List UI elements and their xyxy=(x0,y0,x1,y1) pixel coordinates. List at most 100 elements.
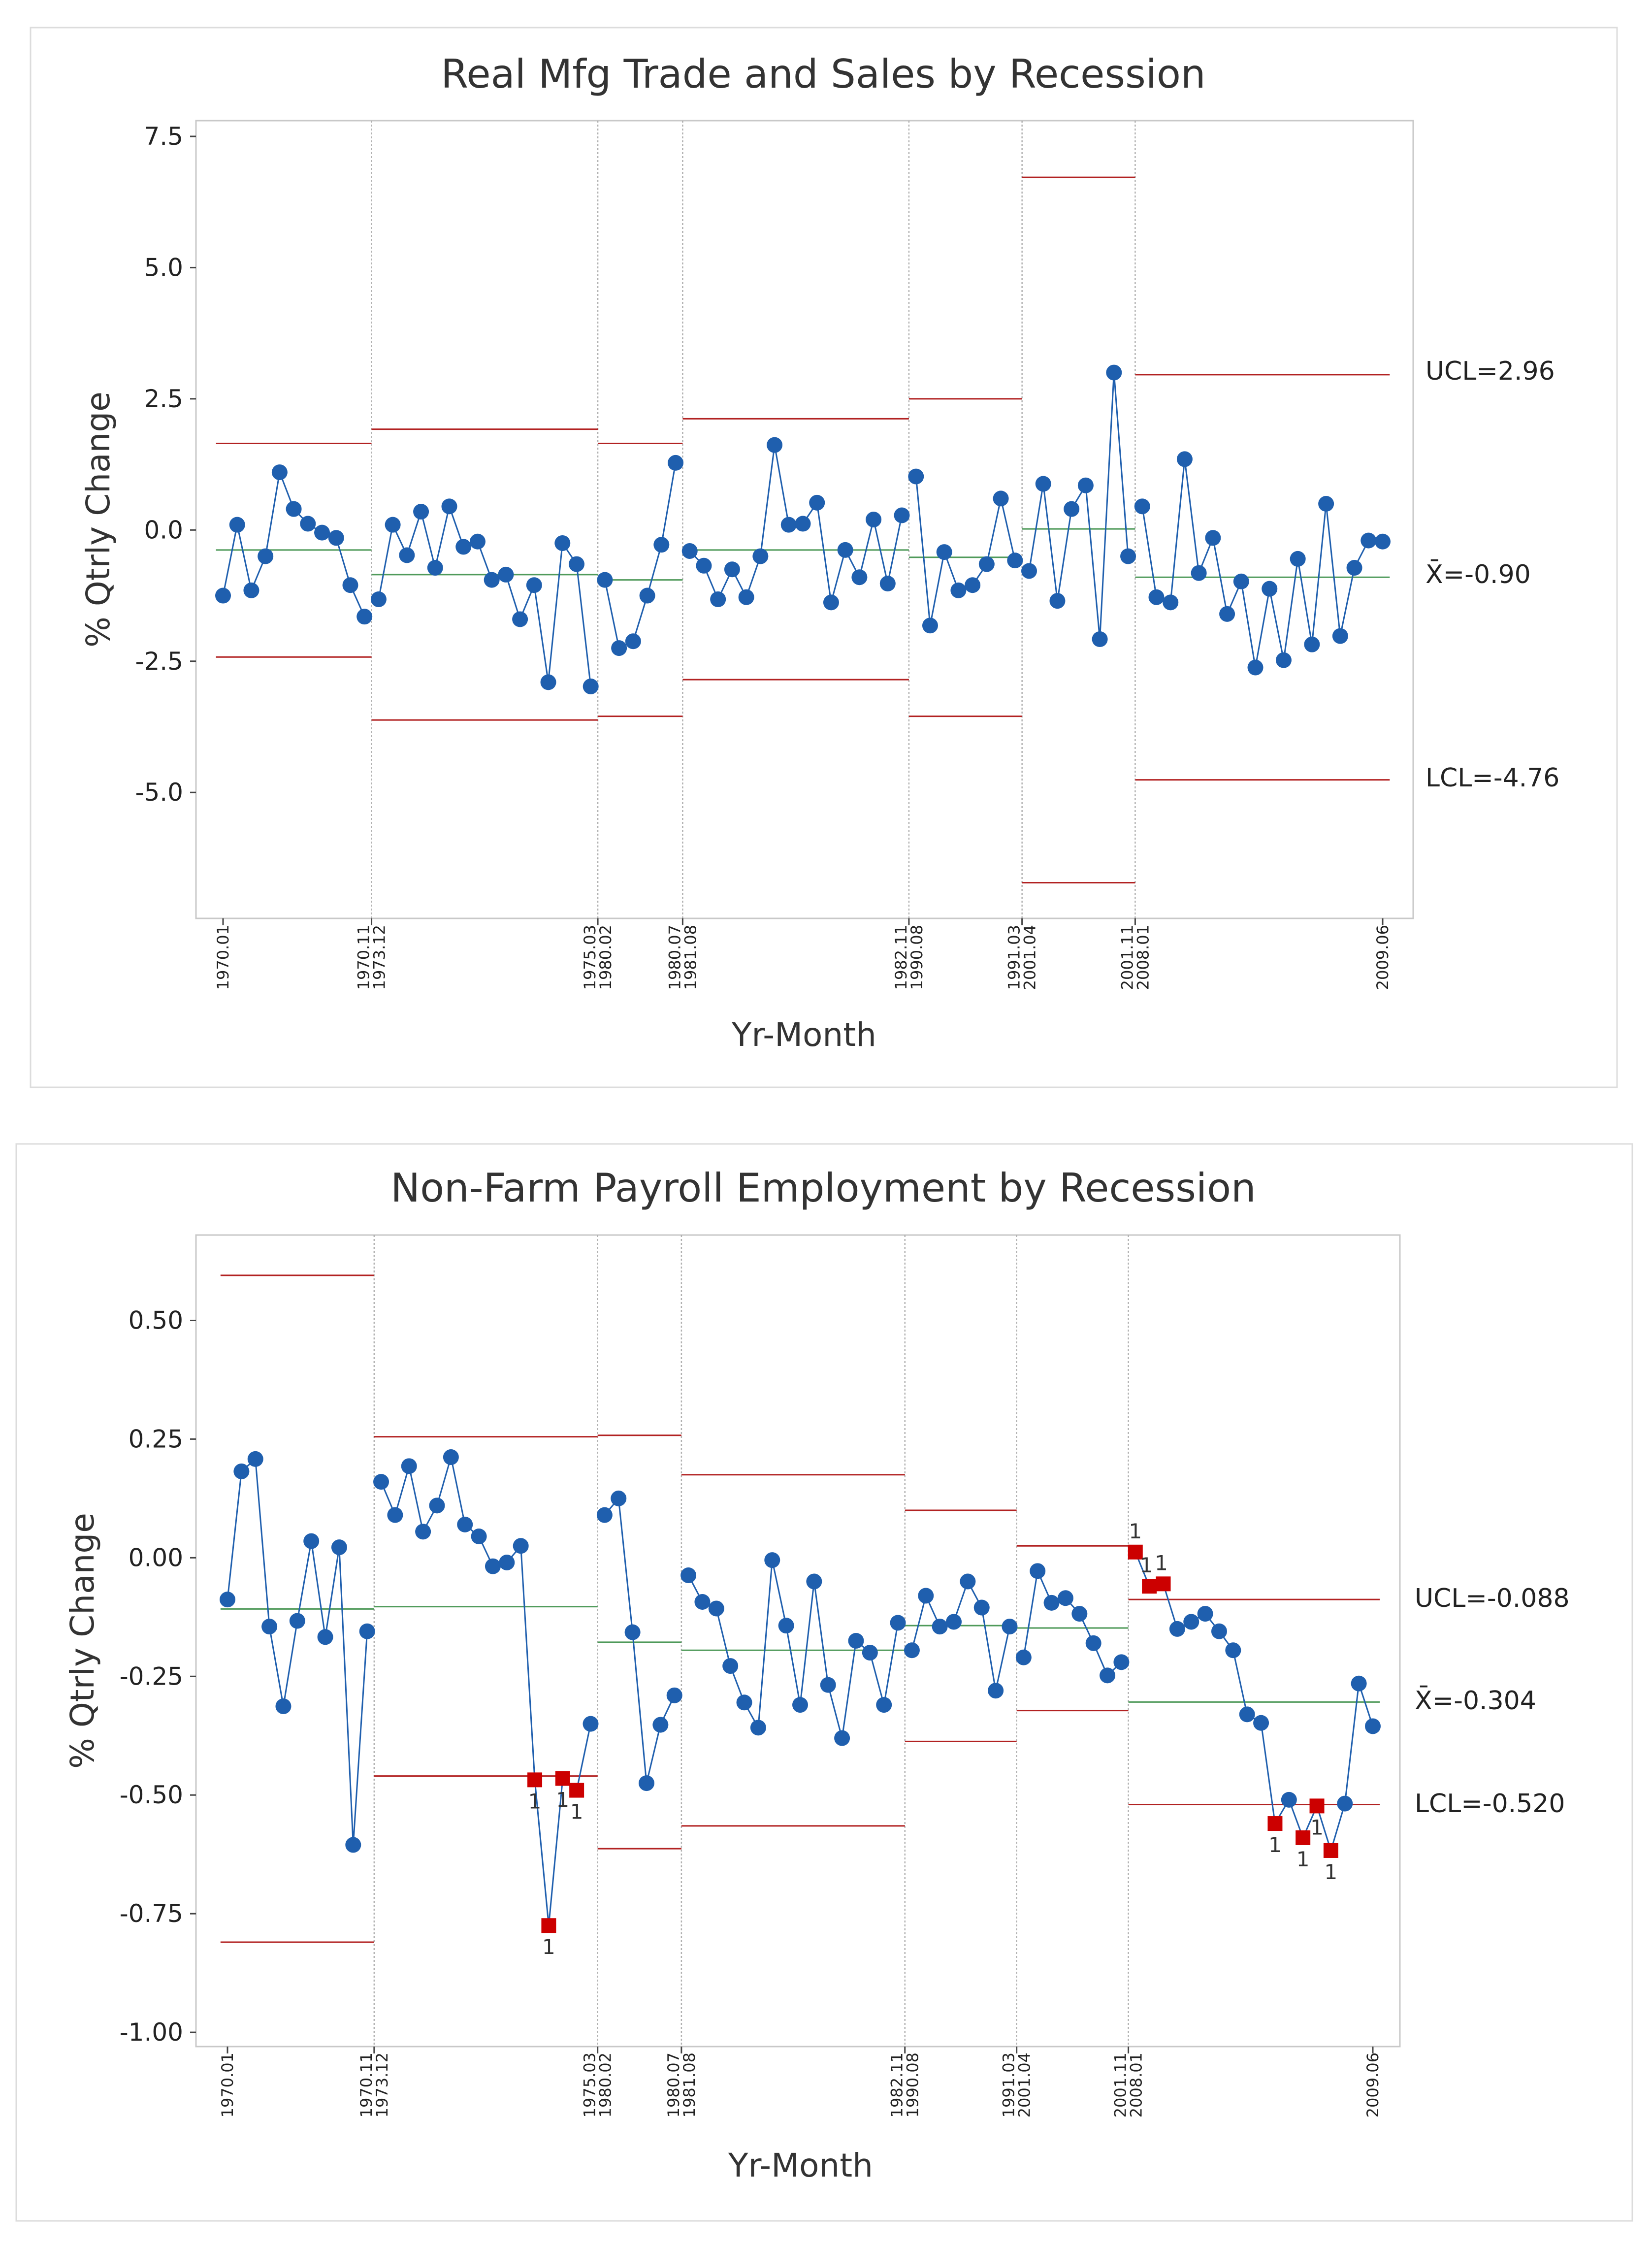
x-tick-label: 1975.03 xyxy=(581,925,599,990)
data-point xyxy=(724,561,740,578)
y-tick-label: 5.0 xyxy=(144,253,183,282)
data-point xyxy=(624,1624,641,1640)
data-point xyxy=(1134,498,1150,515)
data-point xyxy=(427,560,443,576)
x-axis-label: Yr-Month xyxy=(731,1016,876,1054)
flag-label: 1 xyxy=(1325,1860,1338,1884)
data-point xyxy=(823,594,839,611)
mean-label: X̄=-0.90 xyxy=(1425,559,1531,589)
data-point xyxy=(1100,1667,1116,1684)
x-tick-label: 1991.03 xyxy=(1005,925,1024,990)
data-point xyxy=(1318,496,1334,512)
data-point xyxy=(764,1552,780,1568)
data-point xyxy=(469,533,486,550)
flag-label: 1 xyxy=(570,1800,583,1824)
data-point xyxy=(876,1697,892,1713)
data-point xyxy=(289,1613,305,1629)
data-point xyxy=(973,1599,990,1616)
data-point xyxy=(485,1558,501,1574)
data-point xyxy=(1197,1606,1213,1622)
data-point xyxy=(894,507,910,523)
data-point xyxy=(215,587,231,604)
data-point xyxy=(359,1623,375,1639)
x-tick-label: 1980.02 xyxy=(596,2052,615,2117)
data-point xyxy=(792,1697,808,1713)
data-point xyxy=(415,1524,431,1540)
data-point xyxy=(652,1717,669,1733)
data-point xyxy=(1043,1595,1060,1611)
flagged-point xyxy=(1142,1579,1157,1594)
y-tick-label: -5.0 xyxy=(135,778,183,807)
data-point xyxy=(936,544,952,560)
data-point xyxy=(370,591,387,607)
data-point xyxy=(499,1554,515,1570)
data-point xyxy=(778,1618,794,1634)
data-point xyxy=(1176,451,1193,467)
data-point xyxy=(401,1458,417,1474)
data-point xyxy=(243,582,259,598)
data-point xyxy=(399,547,415,563)
data-point xyxy=(1233,573,1249,589)
y-tick-label: -2.5 xyxy=(135,647,183,676)
data-point xyxy=(1346,560,1362,576)
x-tick-label: 2001.11 xyxy=(1118,925,1136,990)
data-point xyxy=(220,1592,235,1608)
data-point xyxy=(303,1533,320,1549)
series-line xyxy=(1141,459,1383,668)
data-point xyxy=(611,640,627,656)
x-tick-label: 1973.12 xyxy=(370,925,389,990)
x-tick-label: 1991.03 xyxy=(1000,2052,1018,2117)
data-point xyxy=(1077,477,1094,493)
data-point xyxy=(317,1629,333,1645)
x-axis-label: Yr-Month xyxy=(728,2147,873,2184)
data-point xyxy=(314,524,330,541)
y-tick-label: -1.00 xyxy=(120,2018,183,2047)
lcl-label: LCL=-0.520 xyxy=(1415,1789,1565,1819)
flag-label: 1 xyxy=(1310,1815,1324,1839)
data-point xyxy=(1007,553,1023,569)
flagged-point xyxy=(569,1783,584,1798)
y-axis-label: % Qtrly Change xyxy=(64,1513,101,1769)
data-point xyxy=(1351,1675,1367,1692)
data-point xyxy=(1191,565,1207,581)
data-point xyxy=(639,587,655,604)
data-point xyxy=(1262,581,1278,597)
data-point xyxy=(455,539,472,555)
y-tick-label: -0.25 xyxy=(120,1662,183,1691)
flag-label: 1 xyxy=(1129,1519,1142,1543)
data-point xyxy=(484,572,500,588)
data-point xyxy=(271,464,288,481)
plot-area: 0.50 0.25 0.00 -0.25 -0.50 -0.75 -1.00 1970.01 1… xyxy=(120,1235,1382,2117)
data-point xyxy=(373,1474,389,1490)
data-point xyxy=(1030,1563,1046,1579)
data-point xyxy=(568,556,584,572)
data-point xyxy=(950,582,967,598)
data-point xyxy=(1085,1635,1101,1651)
flagged-point xyxy=(555,1771,570,1786)
plot-area: 7.5 5.0 2.5 0.0 -2.5 -5.0 1970.01 1970.111973.1… xyxy=(135,121,1392,990)
x-tick-label: 1980.02 xyxy=(596,925,615,990)
data-point xyxy=(611,1490,627,1506)
flag-label: 1 xyxy=(1155,1551,1168,1575)
data-point xyxy=(1332,628,1348,644)
data-point xyxy=(1092,631,1108,647)
data-point xyxy=(1281,1791,1297,1808)
data-point xyxy=(1169,1621,1185,1637)
data-point xyxy=(597,572,613,588)
y-tick-label: -0.75 xyxy=(120,1899,183,1928)
mean-label: X̄=-0.304 xyxy=(1415,1686,1536,1716)
data-point xyxy=(820,1677,836,1693)
data-point xyxy=(1163,594,1179,611)
y-tick-label: 0.0 xyxy=(144,516,183,544)
y-tick-label: 0.00 xyxy=(129,1543,183,1572)
data-point xyxy=(809,494,825,511)
data-point xyxy=(767,437,783,453)
data-point xyxy=(540,674,556,690)
data-point xyxy=(1275,652,1292,668)
x-tick-label: 2008.01 xyxy=(1134,925,1152,990)
x-tick-label: 1982.11 xyxy=(892,925,910,990)
data-point xyxy=(385,517,401,533)
data-point xyxy=(1253,1715,1269,1731)
flagged-point xyxy=(541,1918,556,1933)
